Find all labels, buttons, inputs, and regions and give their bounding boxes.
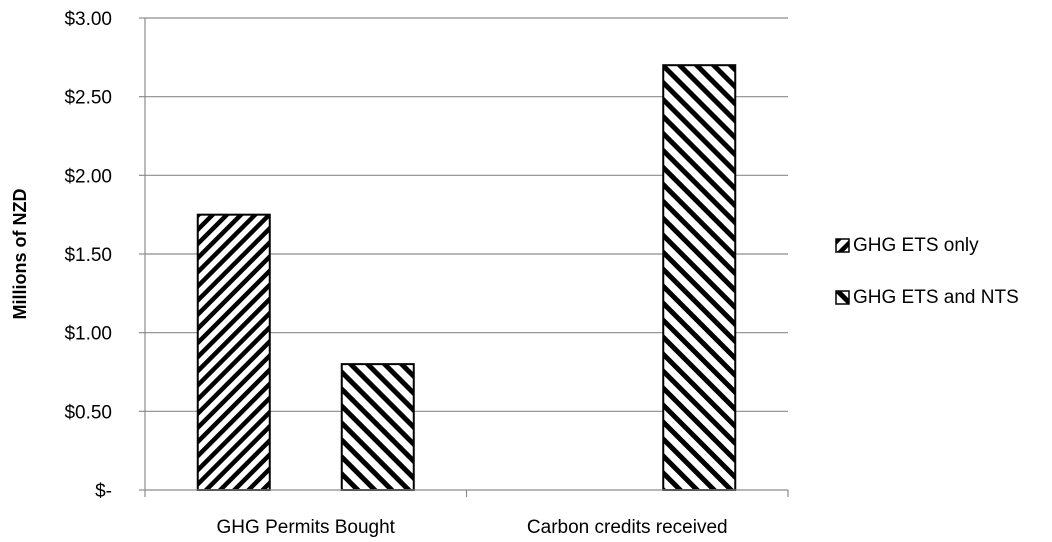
- y-tick-label: $2.50: [64, 88, 112, 109]
- legend-swatch: [835, 290, 850, 305]
- y-tick-label: $3.00: [64, 9, 112, 30]
- x-category-label: GHG Permits Bought: [217, 517, 396, 538]
- y-axis-title: Millions of NZD: [10, 189, 30, 320]
- legend-swatch: [835, 238, 850, 253]
- bar-ets-and-nts-1: [662, 64, 737, 491]
- legend-label: GHG ETS only: [853, 235, 979, 256]
- y-tick-label: $1.50: [64, 245, 112, 266]
- y-tick-label: $1.00: [64, 324, 112, 345]
- legend-label: GHG ETS and NTS: [853, 287, 1019, 308]
- y-tick-label: $0.50: [64, 402, 112, 423]
- y-tick-label: $-: [95, 481, 112, 502]
- y-tick-label: $2.00: [64, 166, 112, 187]
- category-labels: GHG Permits Bought Carbon credits receive…: [217, 517, 728, 538]
- bars: [196, 64, 737, 492]
- y-axis-ticks: $- $0.50 $1.00 $1.50 $2.00 $2.50 $3.00: [64, 9, 145, 502]
- legend: GHG ETS only GHG ETS and NTS: [835, 235, 1019, 308]
- x-category-label: Carbon credits received: [527, 517, 728, 538]
- bar-ets-and-nts-0: [340, 363, 415, 491]
- bar-ets-only-0: [196, 213, 271, 492]
- axes: [144, 18, 789, 497]
